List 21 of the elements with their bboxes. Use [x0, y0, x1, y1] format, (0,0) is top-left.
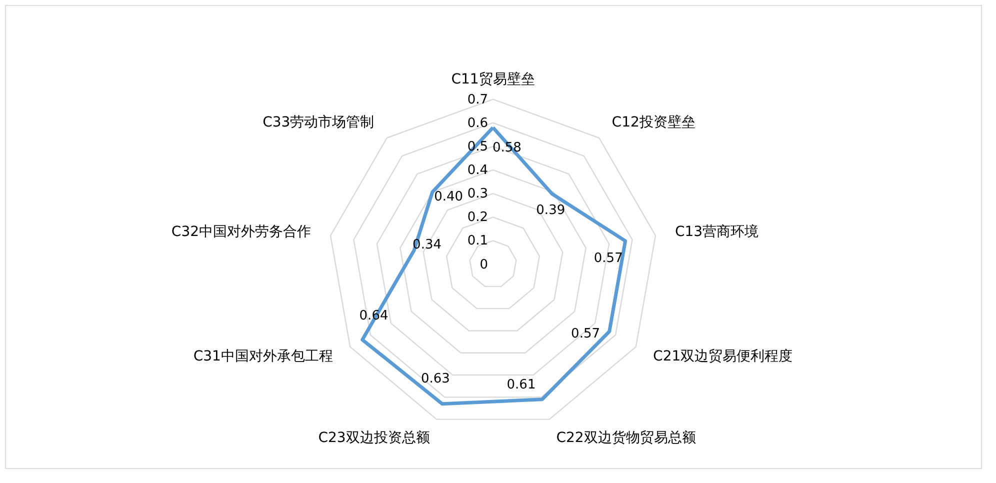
- y-tick-label: 0.1: [467, 234, 488, 249]
- data-label: 0.40: [434, 189, 464, 204]
- spoke-label: C23双边投资总额: [318, 430, 430, 446]
- spoke-label: C12投资壁垒: [612, 114, 696, 131]
- y-tick-label: 0.6: [467, 116, 488, 131]
- spoke-label: C33劳动市场管制: [262, 114, 374, 131]
- y-tick-label: 0.2: [467, 210, 488, 226]
- spoke-label: C11贸易壁垒: [451, 71, 535, 88]
- y-tick-label: 0.3: [467, 186, 488, 202]
- y-tick-label: 0.7: [467, 92, 488, 108]
- spoke-label: C32中国对外劳务合作: [171, 224, 312, 240]
- data-label: 0.61: [506, 378, 536, 393]
- spoke-label: C21双边贸易便利程度: [653, 348, 793, 365]
- y-tick-label: 0.4: [467, 162, 488, 178]
- spoke-label: C22双边货物贸易总额: [556, 430, 696, 446]
- spoke-label: C13营商环境: [674, 224, 759, 240]
- data-label: 0.57: [571, 326, 600, 342]
- y-tick-label: 0: [480, 257, 488, 272]
- data-label: 0.63: [420, 371, 450, 386]
- spoke-label: C31中国对外承包工程: [193, 348, 333, 365]
- data-label: 0.39: [536, 203, 566, 218]
